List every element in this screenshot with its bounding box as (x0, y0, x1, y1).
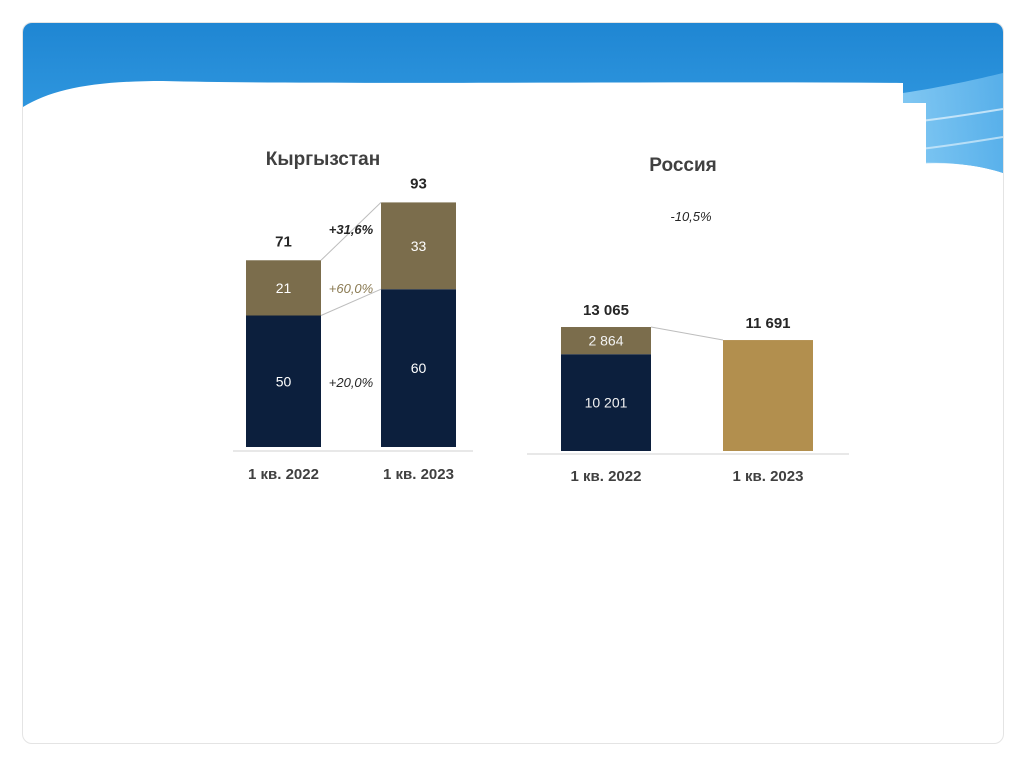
connector-kg-mid (320, 288, 382, 316)
connector-kg-top (320, 202, 382, 261)
connector-ru (650, 326, 724, 341)
header-wave (23, 23, 1003, 173)
bar-ru-0-0 (561, 354, 651, 451)
total-label-ru-1: 11 691 (745, 315, 790, 332)
bar-label-kg-0-0: 50 (276, 373, 292, 389)
chart-svg: Кыргызстан 50 21 71 1 кв. 2022 60 33 93 1 кв. 20… (233, 149, 849, 485)
bar-label-kg-1-1: 33 (411, 238, 427, 254)
header-band (23, 23, 1003, 173)
total-label-kg-0: 71 (275, 233, 292, 250)
tick-label-ru-0: 1 кв. 2022 (571, 468, 642, 485)
total-label-kg-1: 93 (410, 175, 427, 192)
tick-label-kg-0: 1 кв. 2022 (248, 466, 319, 483)
chart-image: Кыргызстан 50 21 71 1 кв. 2022 60 33 93 1 кв. 20… (211, 103, 926, 523)
bar-label-kg-1-0: 21 (276, 280, 292, 296)
bar-kg-0-0 (246, 315, 321, 447)
bar-kg-1-1 (381, 202, 456, 290)
slide-frame: Кыргызстан 50 21 71 1 кв. 2022 60 33 93 1 кв. 20… (22, 22, 1004, 744)
change-kg-bottom: +20,0% (329, 375, 373, 390)
bar-kg-1-0 (246, 260, 321, 316)
change-kg-top: +60,0% (329, 281, 373, 296)
bar-kg-0-1 (381, 289, 456, 447)
tick-label-ru-1: 1 кв. 2023 (733, 468, 804, 485)
tick-label-kg-1: 1 кв. 2023 (383, 466, 454, 483)
change-ru-total: -10,5% (670, 209, 711, 224)
chart-title-kyrgyzstan: Кыргызстан (266, 149, 380, 170)
chart-title-russia: Россия (649, 155, 716, 176)
change-kg-total: +31,6% (329, 222, 374, 237)
bar-label-ru-1-0: 2 864 (588, 333, 623, 349)
total-label-ru-0: 13 065 (583, 302, 629, 319)
bar-label-kg-0-1: 60 (411, 360, 427, 376)
bar-label-ru-0-0: 10 201 (585, 395, 628, 411)
bar-ru-1-0 (561, 327, 651, 355)
bar-ru-2-1 (723, 340, 813, 451)
